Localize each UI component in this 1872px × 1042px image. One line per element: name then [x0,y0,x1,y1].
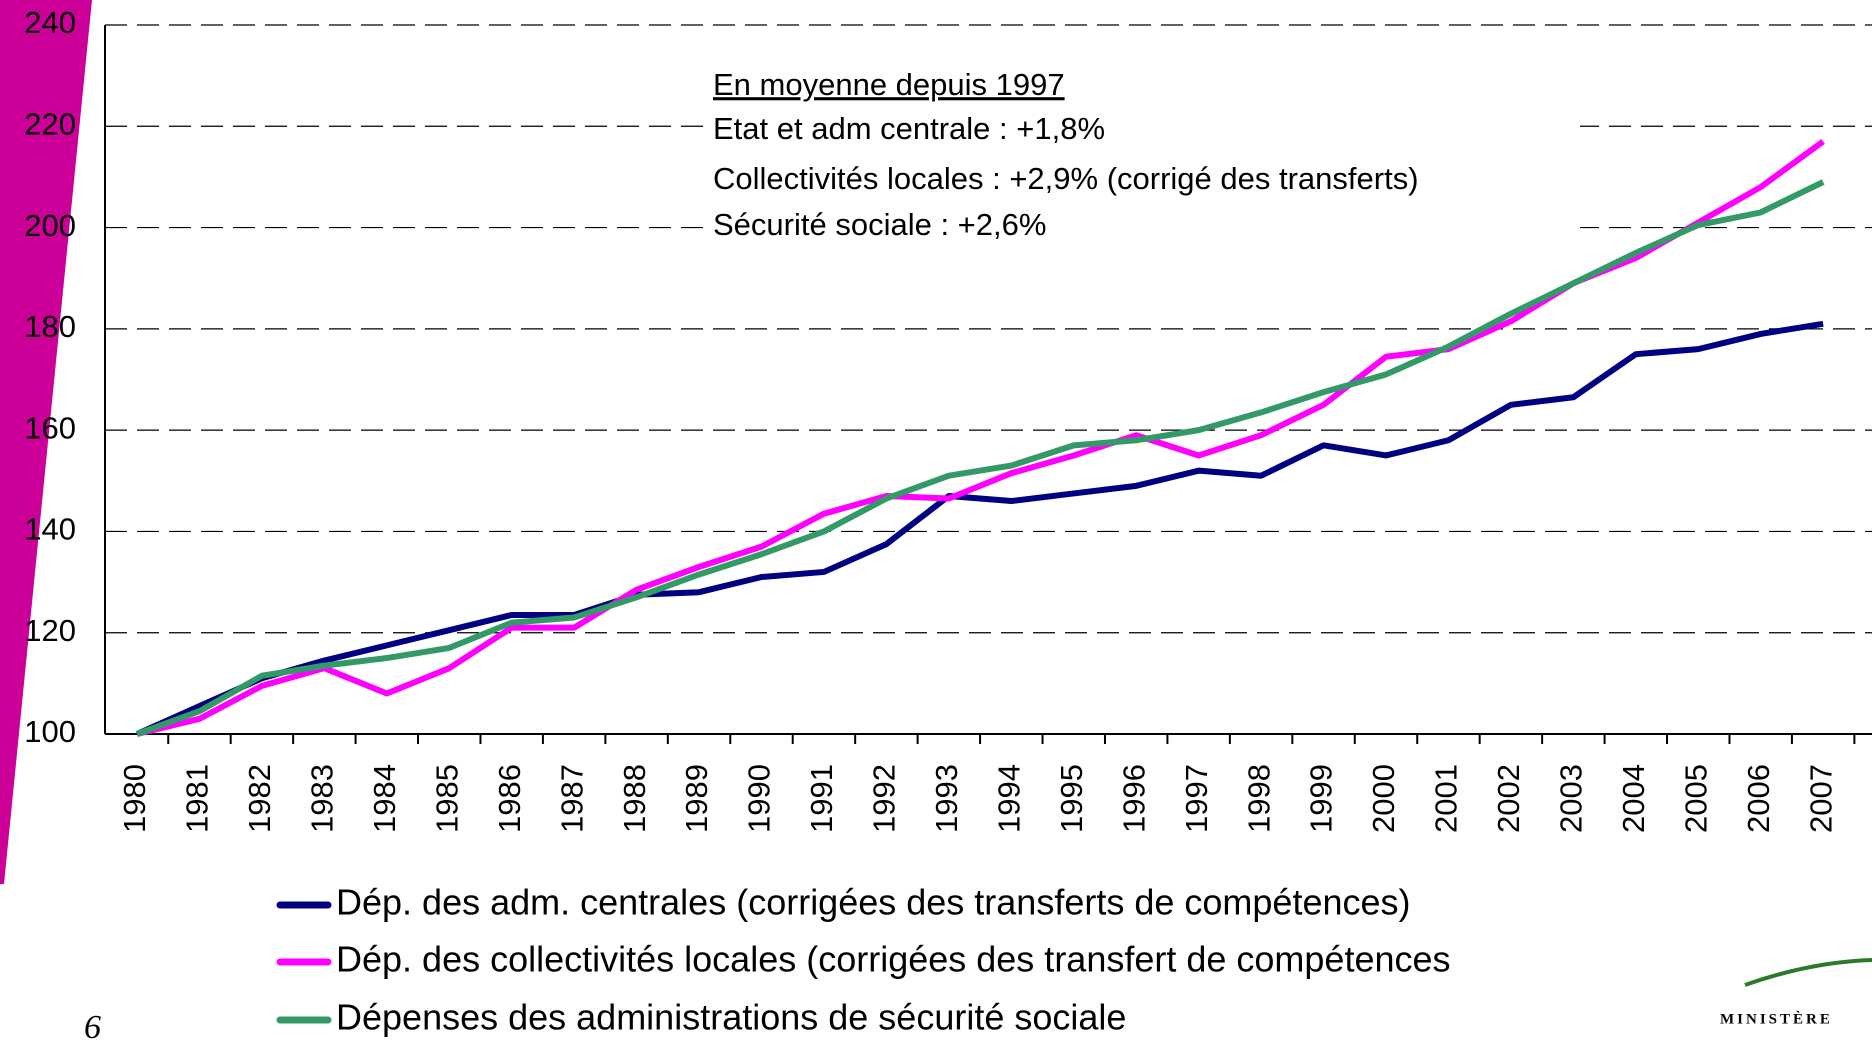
legend-label: Dép. des collectivités locales (corrigée… [336,939,1451,980]
x-tick-label: 1985 [429,764,464,833]
x-tick-label: 2004 [1616,764,1651,833]
x-tick-label: 1987 [554,764,589,833]
x-tick-label: 1986 [492,764,527,833]
x-tick-label: 2007 [1803,764,1838,833]
y-tick-label: 240 [24,5,76,40]
annotation-bg [705,62,1580,252]
x-tick-label: 1989 [679,764,714,833]
legend-label: Dépenses des administrations de sécurité… [336,997,1126,1038]
x-tick-label: 1991 [804,764,839,833]
page-number: 6 [84,1009,101,1042]
y-tick-label: 140 [24,512,76,547]
x-tick-label: 1980 [117,764,152,833]
annotation: Collectivités locales : +2,9% (corrigé d… [713,161,1419,196]
series-line [135,320,1824,737]
x-tick-label: 1997 [1179,764,1214,833]
x-tick-label: 1992 [867,764,902,833]
x-tick-label: 2000 [1366,764,1401,833]
y-tick-label: 120 [24,613,76,648]
x-tick-label: 2006 [1741,764,1776,833]
logo-text: MINISTÈRE [1720,1010,1833,1027]
x-tick-label: 1981 [180,764,215,833]
legend-label: Dép. des adm. centrales (corrigées des t… [336,882,1411,923]
x-tick-label: 1984 [367,764,402,833]
y-tick-label: 180 [24,309,76,344]
y-tick-label: 200 [24,208,76,243]
x-tick-label: 1990 [742,764,777,833]
x-tick-label: 1993 [929,764,964,833]
logo-arc [1744,958,1872,987]
x-tick-label: 1996 [1116,764,1151,833]
x-tick-label: 1995 [1054,764,1089,833]
x-tick-label: 2005 [1678,764,1713,833]
x-tick-label: 1988 [617,764,652,833]
annotation: Sécurité sociale : +2,6% [713,207,1046,242]
x-tick-label: 1999 [1304,764,1339,833]
side-band [0,0,92,884]
y-tick-label: 100 [24,714,76,749]
annotation: Etat et adm centrale : +1,8% [713,111,1105,146]
annotation: En moyenne depuis 1997 [713,67,1065,102]
x-tick-label: 1982 [242,764,277,833]
x-tick-label: 1994 [991,764,1026,833]
x-tick-label: 2003 [1554,764,1589,833]
y-tick-label: 220 [24,106,76,141]
x-tick-label: 1983 [305,764,340,833]
series-line [136,139,1825,737]
x-tick-label: 1998 [1241,764,1276,833]
series-line [135,179,1825,737]
x-tick-label: 2001 [1429,764,1464,833]
y-tick-label: 160 [24,410,76,445]
x-tick-label: 2002 [1491,764,1526,833]
